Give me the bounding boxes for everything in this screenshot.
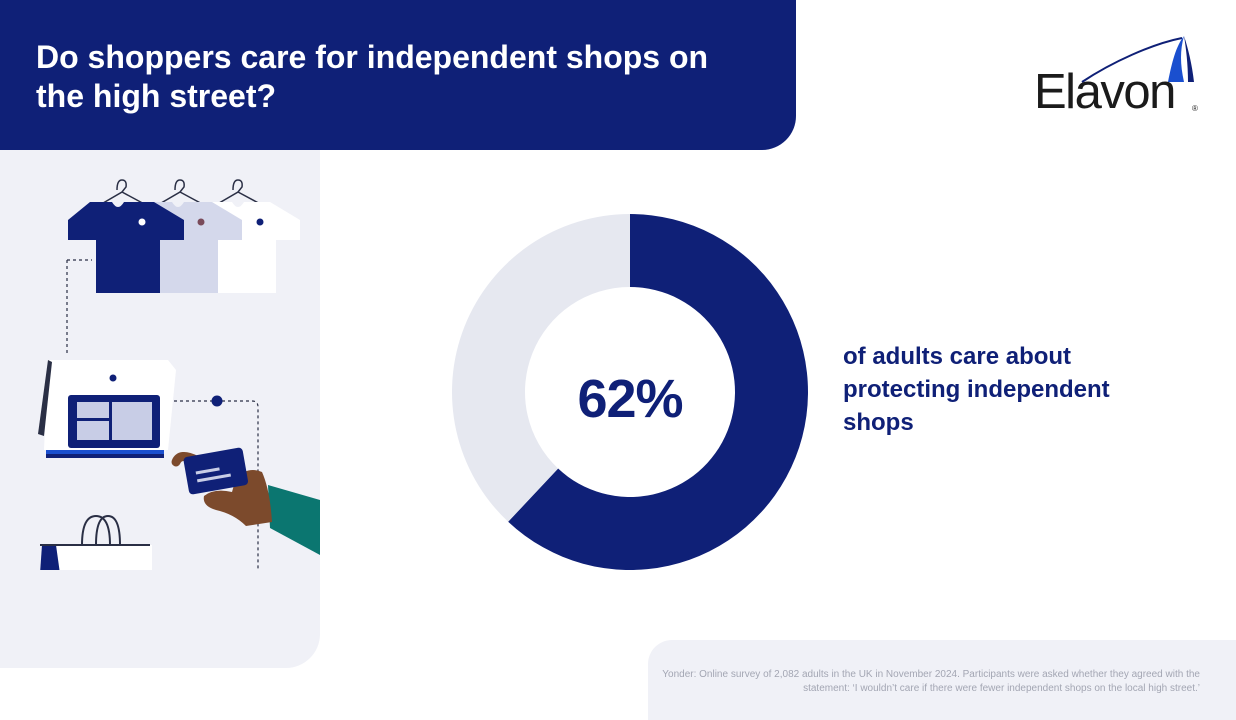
card-terminal-icon <box>38 360 176 458</box>
header-banner: Do shoppers care for independent shops o… <box>0 0 796 150</box>
donut-slice-1 <box>452 214 630 522</box>
stat-caption: of adults care about protecting independ… <box>843 343 1110 436</box>
donut-slice-0 <box>508 214 808 570</box>
logo-registered-mark: ® <box>1192 104 1198 113</box>
elavon-logo: Elavon ® <box>1032 34 1204 118</box>
tshirt-icon <box>68 202 300 293</box>
credit-card-icon <box>183 447 249 495</box>
center-percentage: 62% <box>577 369 683 429</box>
shopping-bag-icon <box>40 514 152 570</box>
source-footnote: Yonder: Online survey of 2,082 adults in… <box>662 669 1200 694</box>
hanger-icon <box>97 179 265 207</box>
logo-swoosh-icon <box>1081 36 1194 83</box>
connector-dot <box>211 395 223 407</box>
retail-illustration <box>38 179 320 570</box>
footnote-box: Yonder: Online survey of 2,082 adults in… <box>648 640 1236 720</box>
donut-chart <box>452 214 808 570</box>
dashed-connector <box>168 400 259 570</box>
logo-wordmark: Elavon <box>1034 65 1176 119</box>
page-title: Do shoppers care for independent shops o… <box>36 39 709 114</box>
